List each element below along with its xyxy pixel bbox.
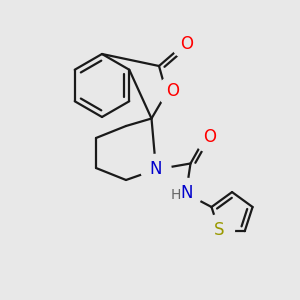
Text: N: N [150, 160, 162, 178]
Circle shape [158, 76, 188, 106]
Text: O: O [180, 34, 194, 52]
Circle shape [194, 122, 224, 152]
Text: N: N [180, 184, 193, 202]
Circle shape [172, 28, 202, 58]
Circle shape [204, 214, 235, 245]
Text: H: H [170, 188, 181, 202]
Circle shape [141, 154, 171, 184]
Text: O: O [167, 82, 180, 100]
Circle shape [172, 178, 202, 208]
Text: S: S [214, 220, 225, 238]
Circle shape [163, 182, 188, 208]
Text: O: O [203, 128, 216, 146]
